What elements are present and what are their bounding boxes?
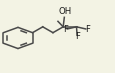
- Text: F: F: [85, 25, 89, 34]
- Text: F: F: [62, 25, 67, 34]
- Text: F: F: [74, 32, 79, 41]
- Text: OH: OH: [58, 7, 71, 16]
